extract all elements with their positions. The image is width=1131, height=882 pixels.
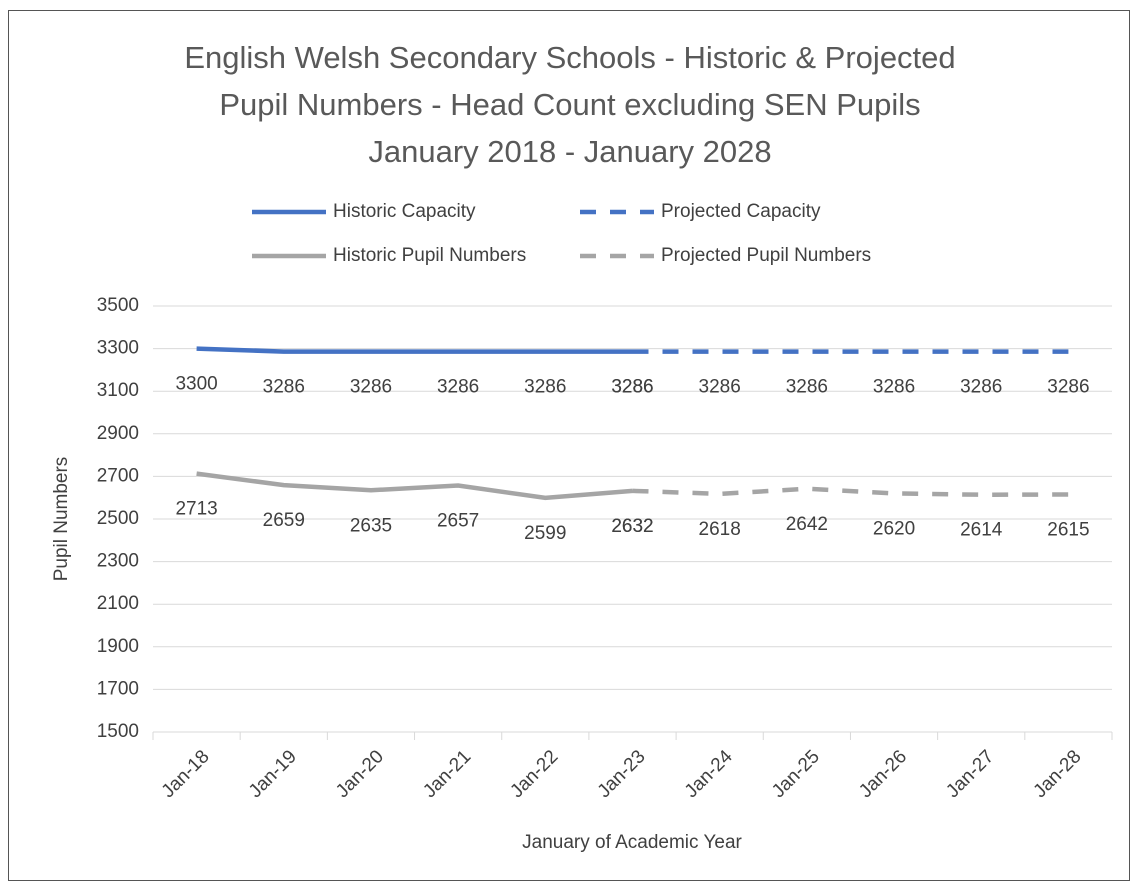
series-line [196, 471, 633, 501]
y-axis-title: Pupil Numbers [51, 457, 72, 582]
y-tick-label: 2700 [97, 465, 139, 486]
data-label: 3300 [175, 374, 217, 395]
legend-label: Historic Pupil Numbers [333, 245, 526, 266]
chart-title: English Welsh Secondary Schools - Histor… [184, 40, 955, 75]
data-label: 3286 [263, 377, 305, 398]
data-label: 2615 [1047, 520, 1089, 541]
data-label: 2659 [263, 510, 305, 531]
data-label: 3286 [350, 377, 392, 398]
x-axis-title: January of Academic Year [522, 832, 742, 853]
data-label: 2620 [873, 518, 915, 539]
data-label: 2618 [699, 519, 741, 540]
y-tick-label: 1500 [97, 721, 139, 742]
data-label: 3286 [1047, 377, 1089, 398]
data-label: 3286 [786, 377, 828, 398]
data-label: 3286 [960, 377, 1002, 398]
data-label: 2632 [611, 516, 653, 537]
legend-label: Projected Capacity [661, 201, 821, 222]
y-tick-label: 1900 [97, 636, 139, 657]
series-line [632, 486, 1069, 497]
y-tick-label: 3100 [97, 380, 139, 401]
data-label: 3286 [699, 377, 741, 398]
y-tick-label: 3500 [97, 295, 139, 316]
data-label: 2635 [350, 515, 392, 536]
y-tick-label: 2300 [97, 551, 139, 572]
chart-border [8, 10, 1130, 881]
chart-title: Pupil Numbers - Head Count excluding SEN… [219, 87, 920, 122]
data-label: 2632 [611, 516, 653, 537]
data-label: 3286 [437, 377, 479, 398]
y-tick-label: 2500 [97, 508, 139, 529]
legend-label: Historic Capacity [333, 201, 476, 222]
data-label: 3286 [611, 377, 653, 398]
data-label: 3286 [873, 377, 915, 398]
data-label: 3286 [524, 377, 566, 398]
data-label: 2657 [437, 511, 479, 532]
legend-label: Projected Pupil Numbers [661, 245, 871, 266]
series-line [196, 346, 633, 354]
y-tick-label: 2100 [97, 593, 139, 614]
y-tick-label: 3300 [97, 338, 139, 359]
y-tick-label: 1700 [97, 678, 139, 699]
data-label: 2614 [960, 520, 1003, 541]
chart-title: January 2018 - January 2028 [368, 134, 771, 169]
data-label: 2642 [786, 514, 828, 535]
y-tick-label: 2900 [97, 423, 139, 444]
data-label: 3286 [611, 377, 653, 398]
data-label: 2599 [524, 523, 566, 544]
data-label: 2713 [175, 499, 217, 520]
